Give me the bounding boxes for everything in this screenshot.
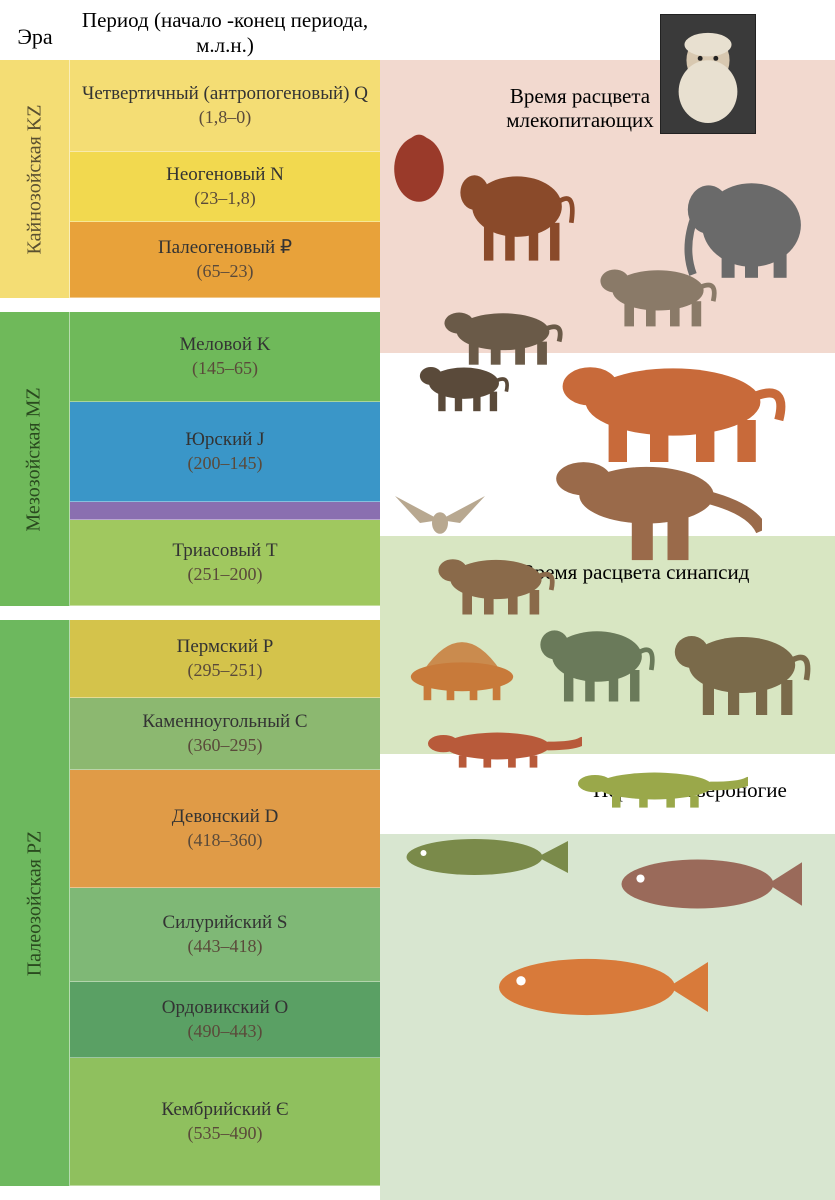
period-gap <box>70 606 380 620</box>
period-header: Период (начало -конец периода, м.л.н.) <box>70 6 380 60</box>
dimetrodon-icon <box>398 612 526 702</box>
period-range: (65–23) <box>197 261 254 282</box>
trex-icon <box>552 448 762 566</box>
period-range: (251–200) <box>188 564 263 585</box>
period-range: (1,8–0) <box>199 107 252 128</box>
period-block: Кембрийский Є(535–490) <box>70 1058 380 1186</box>
era-header: Эра <box>0 6 70 60</box>
period-range: (295–251) <box>188 660 263 681</box>
synapsid1-icon <box>436 548 556 618</box>
era-column: Кайнозойская KZ Мезозойская MZ Палеозойска… <box>0 60 70 1200</box>
period-block <box>70 502 380 520</box>
pterosaur-icon <box>390 490 490 550</box>
era-gap <box>0 298 70 312</box>
period-block: Пермский P(295–251) <box>70 620 380 698</box>
amphibian-icon <box>428 722 582 770</box>
period-block: Неогеновый N(23–1,8) <box>70 152 380 222</box>
period-name: Палеогеновый ₽ <box>152 237 298 260</box>
fish1-icon <box>398 832 568 882</box>
period-name: Пермский P <box>171 636 280 659</box>
period-range: (490–443) <box>188 1021 263 1042</box>
period-range: (145–65) <box>192 358 258 379</box>
period-block: Юрский J(200–145) <box>70 402 380 502</box>
synapsid3-icon <box>672 620 812 720</box>
period-block: Девонский D(418–360) <box>70 770 380 888</box>
period-name: Девонский D <box>166 806 285 829</box>
period-block: Меловой K(145–65) <box>70 312 380 402</box>
era-kz: Кайнозойская KZ <box>0 60 70 298</box>
tetrapod-icon <box>578 762 748 810</box>
period-block: Ордовикский O(490–443) <box>70 982 380 1058</box>
period-range: (535–490) <box>188 1123 263 1144</box>
illustration-column: Время расцвета млекопитающихВремя диноза… <box>380 60 835 1200</box>
period-header-text: Период (начало -конец периода, м.л.н.) <box>70 8 380 58</box>
period-block: Триасовый T(251–200) <box>70 520 380 606</box>
fish2-icon <box>612 850 802 918</box>
period-block: Палеогеновый ₽(65–23) <box>70 222 380 298</box>
period-name: Юрский J <box>179 429 270 452</box>
era-pz: Палеозойская PZ <box>0 620 70 1186</box>
period-block: Силурийский S(443–418) <box>70 888 380 982</box>
period-name: Триасовый T <box>166 540 283 563</box>
era-label-kz: Кайнозойская KZ <box>23 104 46 254</box>
period-block: Каменноугольный C(360–295) <box>70 698 380 770</box>
period-column: Четвертичный (антропогеновый) Q(1,8–0)Не… <box>70 60 380 1200</box>
orangutan-icon <box>388 130 450 208</box>
period-gap <box>70 298 380 312</box>
okapi-icon <box>458 158 576 266</box>
main: Кайнозойская KZ Мезозойская MZ Палеозойска… <box>0 60 835 1200</box>
period-name: Меловой K <box>173 334 276 357</box>
annotation: Время расцвета млекопитающих <box>450 84 710 132</box>
ostracoderm-icon <box>488 948 708 1026</box>
period-name: Неогеновый N <box>160 164 290 187</box>
period-range: (418–360) <box>188 830 263 851</box>
period-name: Четвертичный (антропогеновый) Q <box>76 83 374 106</box>
period-name: Каменноугольный C <box>136 711 313 734</box>
era-label-pz: Палеозойская PZ <box>23 830 46 976</box>
era-header-text: Эра <box>17 24 52 50</box>
period-range: (200–145) <box>188 453 263 474</box>
period-name: Ордовикский O <box>156 997 295 1020</box>
period-name: Силурийский S <box>157 912 294 935</box>
period-name: Кембрийский Є <box>155 1099 294 1122</box>
period-block: Четвертичный (антропогеновый) Q(1,8–0) <box>70 60 380 152</box>
era-gap <box>0 606 70 620</box>
synapsid2-icon <box>538 616 656 706</box>
period-range: (443–418) <box>188 936 263 957</box>
small-mam-icon <box>418 358 510 414</box>
era-mz: Мезозойская MZ <box>0 312 70 606</box>
mammal1-icon <box>598 258 718 330</box>
period-range: (23–1,8) <box>194 188 256 209</box>
period-range: (360–295) <box>188 735 263 756</box>
era-label-mz: Мезозойская MZ <box>23 387 46 531</box>
